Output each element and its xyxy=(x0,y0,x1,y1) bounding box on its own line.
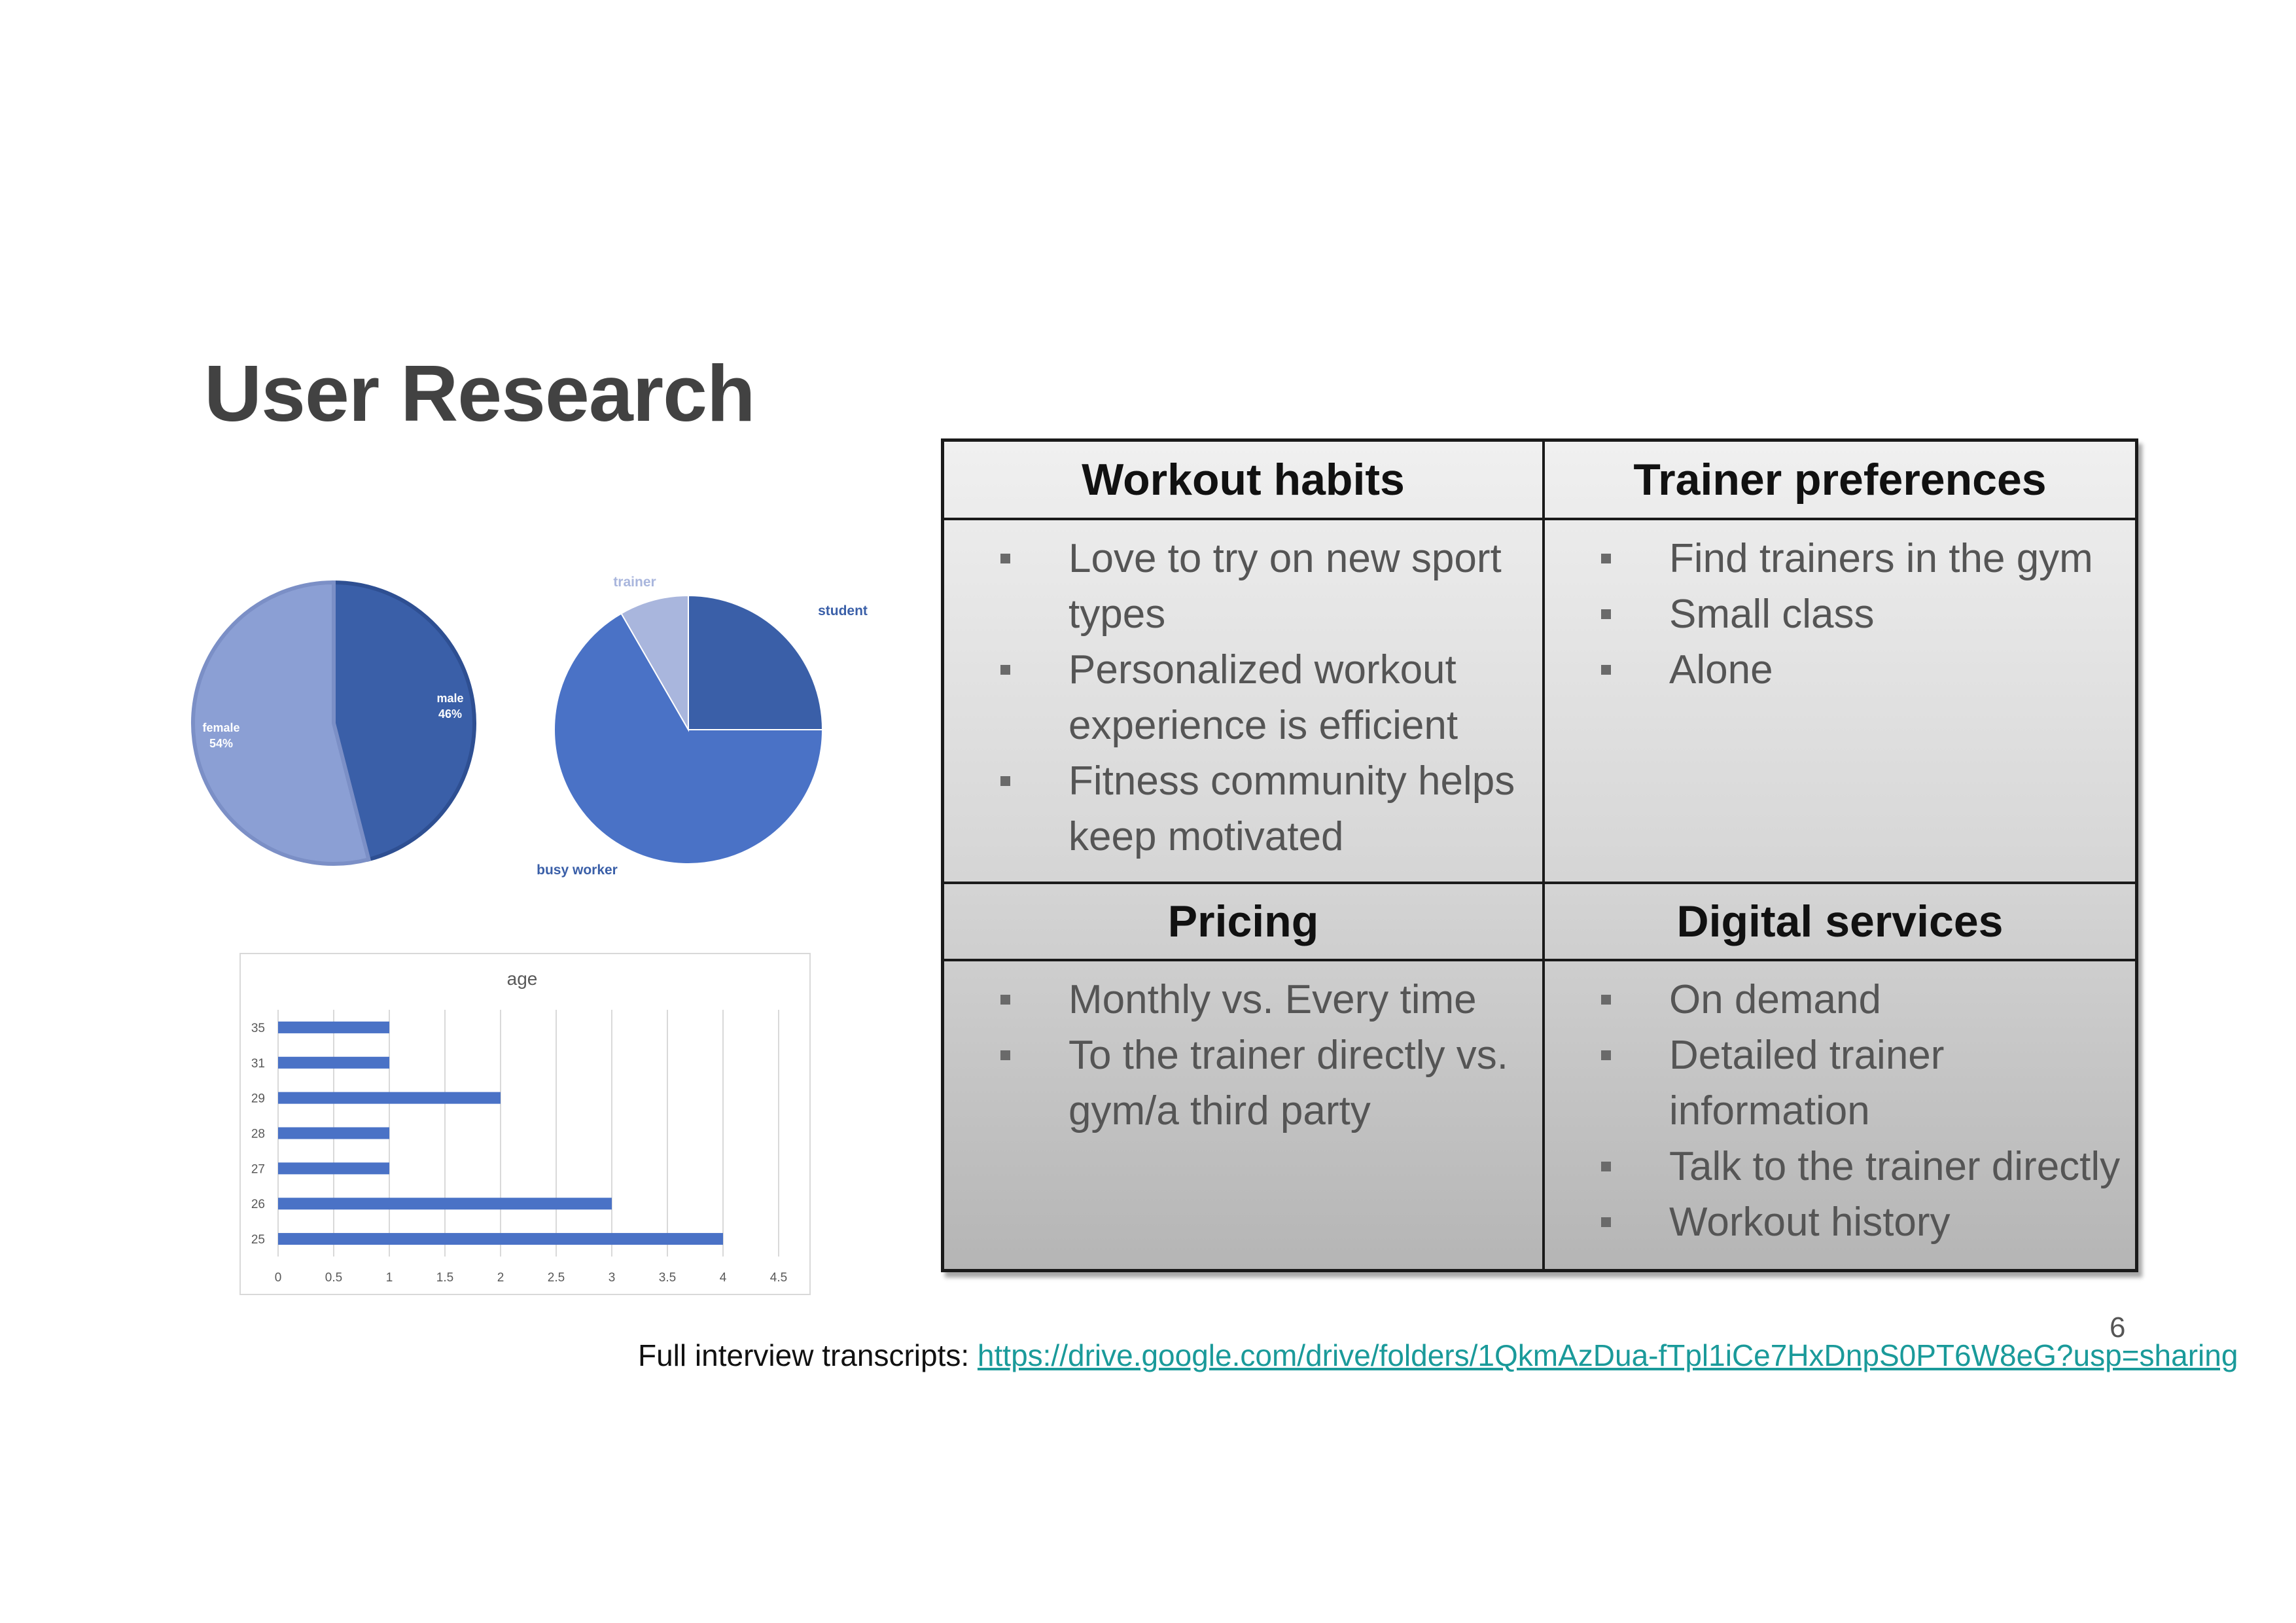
table-divider xyxy=(944,959,2135,961)
list-item: Small class xyxy=(1545,586,2135,642)
pie-slice-female xyxy=(191,580,372,866)
list-item: Alone xyxy=(1545,642,2135,698)
footer-label: Full interview transcripts: xyxy=(638,1338,978,1372)
x-tick-label: 3.5 xyxy=(659,1271,676,1285)
page-number: 6 xyxy=(2110,1311,2126,1344)
y-tick-label: 31 xyxy=(251,1057,265,1071)
table-divider-vertical xyxy=(1542,442,1545,1269)
bullet-list: Find trainers in the gym Small class Alo… xyxy=(1545,531,2135,698)
gender-pie-chart: male 46% female 54% xyxy=(191,580,476,866)
pie-slice-trainer xyxy=(620,594,689,732)
cell-pricing: Monthly vs. Every time To the trainer di… xyxy=(944,972,1542,1139)
page-title: User Research xyxy=(204,349,756,438)
cell-workout-habits: Love to try on new sport types Personali… xyxy=(944,531,1542,865)
list-item: Workout history xyxy=(1545,1194,2135,1250)
list-item: Fitness community helps keep motivated xyxy=(944,753,1542,865)
bullet-list: On demand Detailed trainer information T… xyxy=(1545,972,2135,1250)
header-workout-habits: Workout habits xyxy=(1082,455,1405,505)
x-tick-label: 4 xyxy=(720,1271,727,1285)
footer-transcripts: Full interview transcripts: https://driv… xyxy=(638,1338,2238,1373)
list-item: Detailed trainer information xyxy=(1545,1027,2135,1139)
bar-age-26 xyxy=(278,1198,612,1210)
list-item: On demand xyxy=(1545,972,2135,1027)
pie-value-label: 54% xyxy=(209,737,233,750)
y-tick-label: 28 xyxy=(251,1128,265,1141)
x-tick-label: 0.5 xyxy=(325,1271,342,1285)
bullet-list: Monthly vs. Every time To the trainer di… xyxy=(944,972,1542,1139)
pie-label: male xyxy=(436,692,463,705)
pie-label: student xyxy=(818,603,868,618)
bar-age-29 xyxy=(278,1092,501,1104)
list-item: Monthly vs. Every time xyxy=(944,972,1542,1027)
pie-slice-male xyxy=(332,580,476,862)
list-item: Find trainers in the gym xyxy=(1545,531,2135,586)
pie-label: female xyxy=(202,721,239,734)
x-tick-label: 0 xyxy=(275,1271,282,1285)
pie-label: busy worker xyxy=(537,863,618,878)
table-divider xyxy=(944,882,2135,884)
y-tick-label: 35 xyxy=(251,1022,265,1035)
list-item: Talk to the trainer directly xyxy=(1545,1139,2135,1194)
pie-slice-busy-worker xyxy=(554,613,824,865)
x-tick-label: 4.5 xyxy=(770,1271,787,1285)
pie-value-label: 46% xyxy=(438,707,462,721)
y-tick-label: 27 xyxy=(251,1162,265,1176)
chart-title: age xyxy=(507,969,538,989)
x-tick-label: 2 xyxy=(497,1271,504,1285)
transcripts-link[interactable]: https://drive.google.com/drive/folders/1… xyxy=(977,1338,2238,1372)
list-item: To the trainer directly vs. gym/a third … xyxy=(944,1027,1542,1139)
y-tick-label: 29 xyxy=(251,1092,265,1106)
x-tick-label: 1.5 xyxy=(436,1271,453,1285)
cell-digital-services: On demand Detailed trainer information T… xyxy=(1545,972,2135,1250)
bar-age-27 xyxy=(278,1162,389,1175)
table-divider xyxy=(944,518,2135,520)
occupation-pie-chart: student busy worker trainer xyxy=(537,575,868,878)
bar-age-25 xyxy=(278,1233,723,1245)
bar-age-31 xyxy=(278,1056,389,1069)
x-tick-label: 3 xyxy=(609,1271,616,1285)
header-digital-services: Digital services xyxy=(1676,897,2004,946)
bullet-list: Love to try on new sport types Personali… xyxy=(944,531,1542,865)
x-tick-label: 2.5 xyxy=(548,1271,565,1285)
list-item: Personalized workout experience is effic… xyxy=(944,642,1542,753)
bar-age-28 xyxy=(278,1127,389,1139)
header-pricing: Pricing xyxy=(1167,897,1319,946)
bar-age-35 xyxy=(278,1021,389,1033)
pie-label: trainer xyxy=(613,575,656,590)
age-bar-chart: 0 0.5 1 1.5 2 2.5 3 3.5 4 4.5 25 26 27 28 29 31 35 age xyxy=(239,953,811,1295)
list-item: Love to try on new sport types xyxy=(944,531,1542,642)
y-tick-label: 25 xyxy=(251,1233,265,1247)
research-table: Workout habits Trainer preferences Love … xyxy=(941,438,2138,1272)
y-tick-label: 26 xyxy=(251,1198,265,1211)
x-tick-label: 1 xyxy=(386,1271,393,1285)
pie-slice-student xyxy=(688,594,824,730)
cell-trainer-preferences: Find trainers in the gym Small class Alo… xyxy=(1545,531,2135,698)
header-trainer-preferences: Trainer preferences xyxy=(1633,455,2047,505)
